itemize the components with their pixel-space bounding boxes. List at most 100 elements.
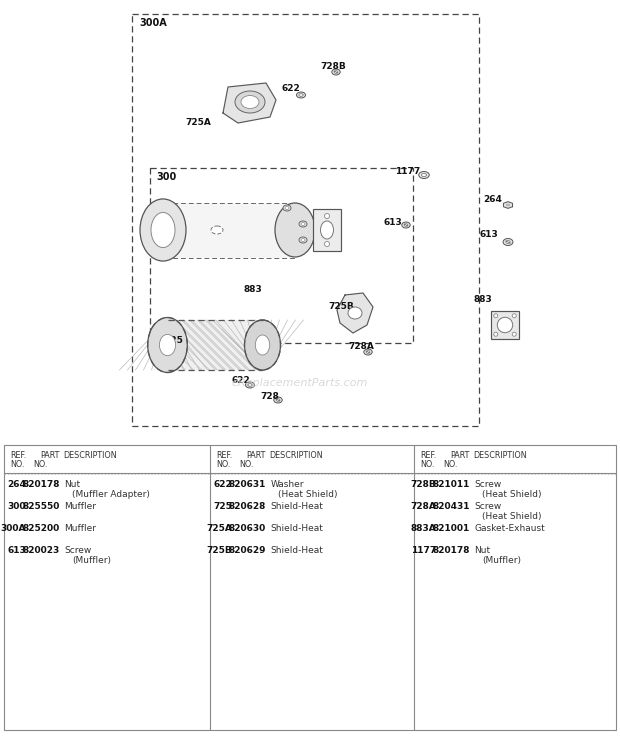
Ellipse shape — [422, 173, 427, 176]
Ellipse shape — [418, 172, 429, 179]
Text: NO.: NO. — [10, 460, 24, 469]
Text: 264: 264 — [483, 195, 502, 204]
Text: 613: 613 — [7, 546, 26, 555]
Ellipse shape — [285, 207, 289, 210]
Text: PART: PART — [40, 451, 60, 460]
Text: 883: 883 — [473, 295, 492, 304]
Text: 820431: 820431 — [433, 502, 470, 511]
Ellipse shape — [299, 237, 307, 243]
Ellipse shape — [244, 320, 280, 370]
Text: NO.: NO. — [33, 460, 47, 469]
Text: REF.: REF. — [216, 451, 232, 460]
Text: 300: 300 — [156, 172, 176, 182]
Text: 821001: 821001 — [433, 524, 470, 533]
Text: (Heat Shield): (Heat Shield) — [482, 512, 541, 521]
Ellipse shape — [334, 71, 338, 74]
Ellipse shape — [283, 205, 291, 211]
Ellipse shape — [276, 399, 280, 401]
Text: 725B: 725B — [328, 302, 354, 311]
Polygon shape — [223, 83, 276, 123]
Ellipse shape — [497, 317, 513, 333]
Text: Shield-Heat: Shield-Heat — [270, 524, 323, 533]
Bar — [138, 17, 170, 30]
Ellipse shape — [494, 314, 498, 318]
Ellipse shape — [235, 91, 265, 113]
Ellipse shape — [148, 318, 187, 373]
Text: DESCRIPTION: DESCRIPTION — [63, 452, 117, 461]
Polygon shape — [337, 293, 373, 333]
Ellipse shape — [332, 69, 340, 75]
Ellipse shape — [275, 203, 315, 257]
Bar — [165, 203, 295, 258]
Text: 821011: 821011 — [433, 480, 470, 489]
Text: 883: 883 — [244, 285, 263, 294]
Ellipse shape — [246, 382, 254, 388]
Ellipse shape — [404, 224, 408, 226]
Text: Gasket-Exhaust: Gasket-Exhaust — [474, 524, 545, 533]
Text: 613: 613 — [480, 230, 498, 239]
Text: Shield-Heat: Shield-Heat — [270, 546, 323, 555]
Text: NO.: NO. — [216, 460, 231, 469]
Text: Shield-Heat: Shield-Heat — [270, 502, 323, 511]
Bar — [150, 168, 413, 343]
Text: (Heat Shield): (Heat Shield) — [278, 490, 338, 499]
Ellipse shape — [324, 214, 329, 219]
Text: 825200: 825200 — [23, 524, 60, 533]
Text: Muffler: Muffler — [64, 502, 96, 511]
Text: 725: 725 — [213, 502, 232, 511]
Text: REF.: REF. — [10, 451, 26, 460]
Ellipse shape — [255, 335, 270, 355]
Ellipse shape — [296, 92, 306, 98]
Text: 725A: 725A — [185, 118, 211, 127]
Bar — [313, 209, 341, 251]
Ellipse shape — [211, 226, 223, 234]
Text: 728A: 728A — [410, 502, 436, 511]
Text: 728A: 728A — [348, 342, 374, 351]
Text: Screw: Screw — [474, 480, 502, 489]
Text: DESCRIPTION: DESCRIPTION — [270, 452, 323, 461]
Ellipse shape — [512, 333, 516, 336]
Text: 883A: 883A — [410, 524, 436, 533]
Ellipse shape — [366, 350, 370, 353]
Text: 825550: 825550 — [22, 502, 60, 511]
Text: 725A: 725A — [206, 524, 232, 533]
Text: 728B: 728B — [410, 480, 436, 489]
Text: eReplacementParts.com: eReplacementParts.com — [232, 378, 368, 388]
Text: 725B: 725B — [206, 546, 232, 555]
Bar — [132, 14, 479, 426]
Text: 820628: 820628 — [229, 502, 266, 511]
Text: 728B: 728B — [320, 62, 346, 71]
Text: 820178: 820178 — [22, 480, 60, 489]
Text: 820178: 820178 — [433, 546, 470, 555]
Text: 264: 264 — [7, 480, 26, 489]
Ellipse shape — [324, 242, 329, 246]
Text: Screw: Screw — [474, 502, 502, 511]
Bar — [155, 171, 179, 183]
Bar — [4, 445, 616, 730]
Text: 622: 622 — [213, 480, 232, 489]
Text: 622: 622 — [232, 376, 250, 385]
Text: 820631: 820631 — [229, 480, 266, 489]
Ellipse shape — [503, 239, 513, 246]
Ellipse shape — [140, 199, 186, 261]
Text: 725: 725 — [164, 336, 183, 345]
Text: NO.: NO. — [239, 460, 254, 469]
Ellipse shape — [348, 307, 362, 319]
Text: PART: PART — [246, 451, 265, 460]
Text: NO.: NO. — [420, 460, 435, 469]
Ellipse shape — [506, 240, 510, 243]
Ellipse shape — [402, 222, 410, 228]
Text: 820629: 820629 — [229, 546, 266, 555]
Ellipse shape — [248, 384, 252, 386]
Text: 820023: 820023 — [23, 546, 60, 555]
Text: Muffler: Muffler — [64, 524, 96, 533]
Ellipse shape — [364, 349, 372, 355]
Text: DESCRIPTION: DESCRIPTION — [473, 452, 527, 461]
Text: (Muffler): (Muffler) — [72, 556, 111, 565]
Ellipse shape — [512, 314, 516, 318]
Text: 728: 728 — [260, 392, 279, 401]
Text: Nut: Nut — [474, 546, 490, 555]
Text: 622: 622 — [282, 84, 301, 93]
Text: PART: PART — [450, 451, 469, 460]
Bar — [491, 311, 519, 339]
